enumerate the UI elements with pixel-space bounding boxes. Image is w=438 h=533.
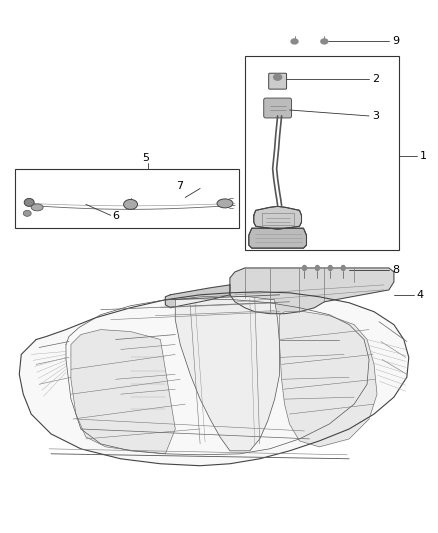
Ellipse shape <box>291 39 298 44</box>
Ellipse shape <box>23 211 31 216</box>
Polygon shape <box>254 206 301 229</box>
Polygon shape <box>175 296 279 451</box>
Text: 7: 7 <box>176 181 184 190</box>
Ellipse shape <box>341 265 345 270</box>
Ellipse shape <box>315 265 319 270</box>
Ellipse shape <box>328 265 332 270</box>
Polygon shape <box>249 228 307 248</box>
Text: 4: 4 <box>417 290 424 300</box>
FancyBboxPatch shape <box>268 73 286 89</box>
Polygon shape <box>71 329 175 454</box>
Polygon shape <box>19 292 409 466</box>
Bar <box>245 56 399 250</box>
Polygon shape <box>279 312 377 447</box>
Polygon shape <box>230 268 394 314</box>
Ellipse shape <box>303 265 307 270</box>
Text: 6: 6 <box>113 211 120 221</box>
Text: 9: 9 <box>392 36 399 46</box>
Ellipse shape <box>274 74 282 80</box>
Polygon shape <box>165 285 230 308</box>
Text: 1: 1 <box>420 151 427 161</box>
Ellipse shape <box>31 204 43 211</box>
Ellipse shape <box>321 39 328 44</box>
Text: 8: 8 <box>392 265 399 275</box>
Text: 5: 5 <box>142 152 149 163</box>
Text: 2: 2 <box>372 74 379 84</box>
Text: 3: 3 <box>372 111 379 121</box>
Ellipse shape <box>24 198 34 206</box>
Bar <box>15 168 239 228</box>
Ellipse shape <box>217 199 233 208</box>
FancyBboxPatch shape <box>264 98 292 118</box>
Ellipse shape <box>124 199 138 209</box>
